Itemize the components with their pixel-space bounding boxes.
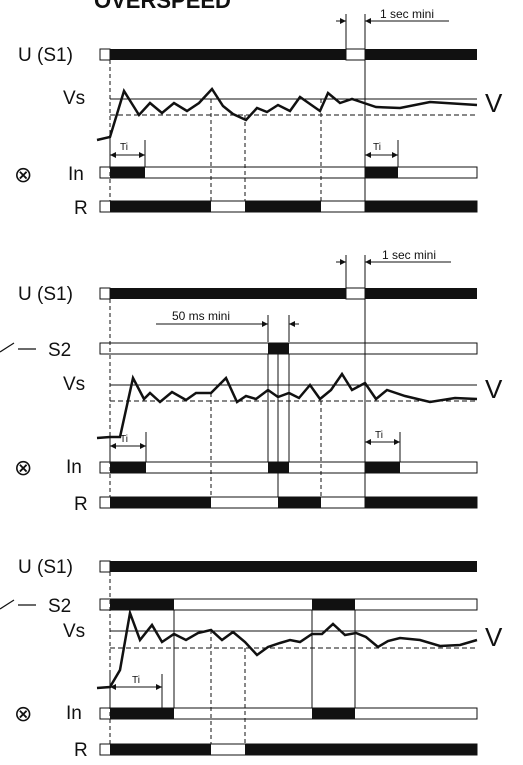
u-s1-initial-off-3 [99, 560, 111, 573]
s2-pulse-2 [268, 343, 289, 354]
in-row-1 [99, 166, 478, 179]
in-pulse-2c [365, 462, 400, 473]
switch-contact-icon-2 [0, 342, 36, 353]
r-on-2b [278, 497, 321, 508]
speed-curve-3 [96, 608, 478, 690]
u-s1-interrupt [345, 48, 366, 61]
r-on-3b [245, 744, 477, 755]
in-label-1: In [68, 164, 84, 185]
in-label-3: In [66, 703, 82, 724]
u-s1-label-3: U (S1) [18, 557, 73, 578]
ti-label-2a: Ti [120, 434, 128, 445]
vs-label-3: Vs [63, 621, 85, 642]
s2-row-3 [99, 598, 478, 611]
in-label-2: In [66, 457, 82, 478]
fifty-ms-mini-label: 50 ms mini [172, 309, 230, 323]
ti-label-2b: Ti [375, 430, 383, 441]
s2-label-3: S2 [48, 596, 71, 617]
in-pulse-1b [365, 167, 398, 178]
r-label-3: R [74, 740, 88, 761]
diagram-3: U (S1) S2 Vs V Ti ⊗ In R [0, 557, 503, 761]
v-label-1: V [485, 88, 503, 118]
r-on-2a [110, 497, 211, 508]
diagram-1: U (S1) 1 sec mini Vs V Ti Ti ⊗ In [14, 7, 503, 219]
output-relay-icon-1: ⊗ [14, 163, 32, 188]
u-s1-on-2b [365, 288, 477, 299]
one-sec-mini-label-1: 1 sec mini [380, 7, 434, 21]
s2-pulse-3a [110, 599, 174, 610]
u-s1-on-1 [110, 49, 346, 60]
in-row-3 [99, 707, 478, 720]
u-s1-interrupt-2 [345, 287, 366, 300]
ti-label-1a: Ti [120, 142, 128, 153]
r-on-1a [110, 201, 211, 212]
output-relay-icon-3: ⊗ [14, 702, 32, 727]
r-on-3a [110, 744, 211, 755]
in-pulse-2a [110, 462, 146, 473]
r-label-2: R [74, 494, 88, 515]
u-s1-on-3 [110, 561, 477, 572]
r-on-1b [245, 201, 321, 212]
u-s1-initial-off-2 [99, 287, 111, 300]
r-on-2c [365, 497, 477, 508]
u-s1-label-2: U (S1) [18, 284, 73, 305]
u-s1-initial-off [99, 48, 111, 61]
in-pulse-1a [110, 167, 145, 178]
switch-contact-icon-3 [0, 599, 36, 610]
r-on-1c [365, 201, 477, 212]
vs-label-1: Vs [63, 88, 85, 109]
in-pulse-3b [312, 708, 355, 719]
in-pulse-3a [110, 708, 174, 719]
speed-curve-1 [96, 86, 478, 142]
diagram-title: OVERSPEED [94, 0, 231, 13]
s2-pulse-3b [312, 599, 355, 610]
vs-label-2: Vs [63, 374, 85, 395]
diagram-2: 1 sec mini U (S1) 50 ms mini S2 Vs V [0, 248, 503, 515]
r-label-1: R [74, 198, 88, 219]
u-s1-label: U (S1) [18, 45, 73, 66]
one-sec-mini-label-2: 1 sec mini [382, 248, 436, 262]
v-label-2: V [485, 374, 503, 404]
s2-label-2: S2 [48, 340, 71, 361]
ti-label-1b: Ti [373, 142, 381, 153]
output-relay-icon-2: ⊗ [14, 456, 32, 481]
v-label-3: V [485, 622, 503, 652]
speed-curve-2 [96, 371, 478, 440]
u-s1-on-2a [110, 288, 346, 299]
ti-label-3: Ti [132, 675, 140, 686]
u-s1-on-2 [365, 49, 477, 60]
